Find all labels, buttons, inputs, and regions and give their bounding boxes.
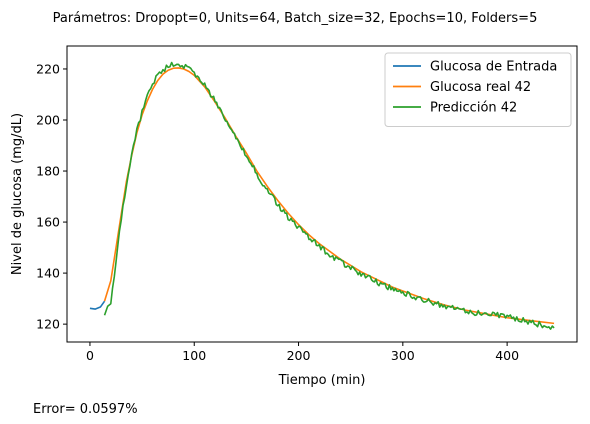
series-line-glucosa-de-entrada [89, 300, 106, 310]
chart-title: Parámetros: Dropopt=0, Units=64, Batch_s… [53, 11, 538, 26]
x-tick-label: 300 [391, 348, 415, 363]
x-tick-label: 0 [86, 348, 94, 363]
x-axis-label: Tiempo (min) [278, 373, 366, 388]
y-tick-label: 180 [36, 164, 60, 179]
y-axis-label: Nivel de glucosa (mg/dL) [10, 113, 25, 275]
legend-label-glucosa-de-entrada: Glucosa de Entrada [430, 60, 557, 75]
legend-box [384, 52, 572, 127]
y-axis: 120 140 160 180 200 220 [36, 61, 67, 332]
legend: Glucosa de Entrada Glucosa real 42 Predicc… [384, 52, 572, 127]
x-tick-label: 100 [182, 348, 206, 363]
x-tick-label: 200 [287, 348, 311, 363]
x-tick-label: 400 [495, 348, 519, 363]
plot-area [66, 45, 578, 343]
plot-frame [66, 45, 578, 343]
y-tick-label: 220 [36, 61, 60, 76]
legend-label-prediccion-42: Predicción 42 [430, 101, 517, 116]
legend-label-glucosa-real-42: Glucosa real 42 [430, 80, 531, 95]
y-tick-label: 200 [36, 113, 60, 128]
error-text: Error= 0.0597% [33, 402, 138, 417]
series-line-prediccion-42 [103, 61, 555, 330]
y-tick-label: 120 [36, 317, 60, 332]
y-tick-label: 160 [36, 215, 60, 230]
y-tick-label: 140 [36, 266, 60, 281]
x-axis: 0 100 200 300 400 [86, 342, 519, 363]
